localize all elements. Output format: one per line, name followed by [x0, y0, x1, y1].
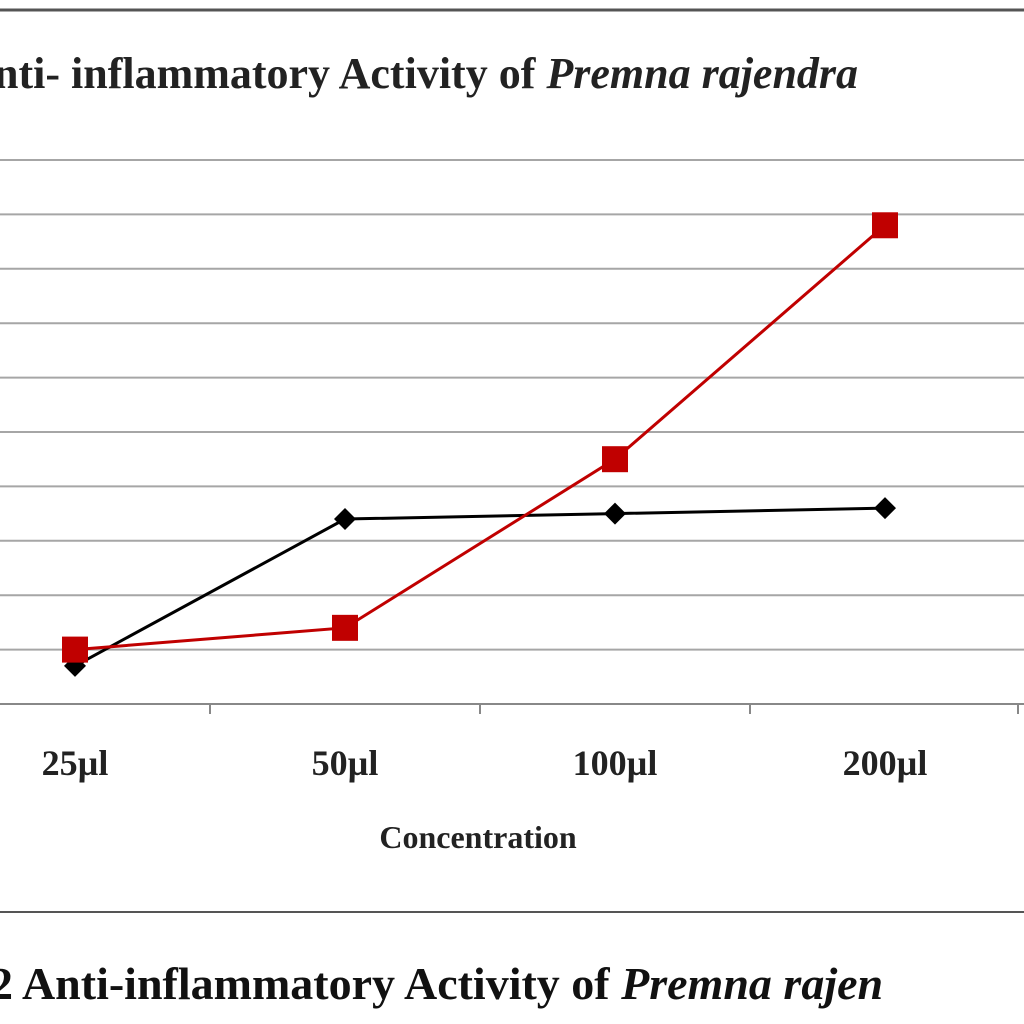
series-line-2 — [74, 224, 886, 652]
data-point-square — [872, 212, 898, 239]
data-point-diamond — [874, 497, 896, 520]
figure-caption-text: 2 Anti-inflammatory Activity of Premna r… — [0, 952, 883, 1016]
data-point-square — [332, 614, 358, 641]
data-point-square — [62, 636, 88, 663]
figure-caption: 2 Anti-inflammatory Activity of Premna r… — [0, 952, 1024, 1016]
grid-layer — [0, 159, 1024, 651]
chart-title: nti- inflammatory Activity of Premna raj… — [0, 44, 1024, 104]
caption-italic: Premna rajen — [621, 958, 884, 1009]
chart-title-plain: nti- inflammatory Activity of — [0, 49, 547, 98]
x-tick-label: 50µl — [312, 743, 379, 783]
chart-title-italic: Premna rajendra — [546, 49, 859, 98]
data-point-diamond — [604, 502, 626, 525]
x-tick-label: 25µl — [42, 743, 109, 783]
axis-layer — [0, 703, 1024, 714]
data-point-diamond — [334, 508, 356, 531]
chart-title-text: nti- inflammatory Activity of Premna raj… — [0, 44, 858, 104]
x-tick-label: 200µl — [843, 743, 928, 783]
x-tick-label: 100µl — [573, 743, 658, 783]
data-point-square — [602, 446, 628, 473]
series-layer — [62, 212, 898, 677]
series-line-1 — [74, 506, 886, 668]
label-layer: 25µl 50µl 100µl 200µl — [42, 743, 928, 783]
caption-plain: 2 Anti-inflammatory Activity of — [0, 958, 622, 1009]
x-axis-title: Concentration — [379, 819, 577, 855]
